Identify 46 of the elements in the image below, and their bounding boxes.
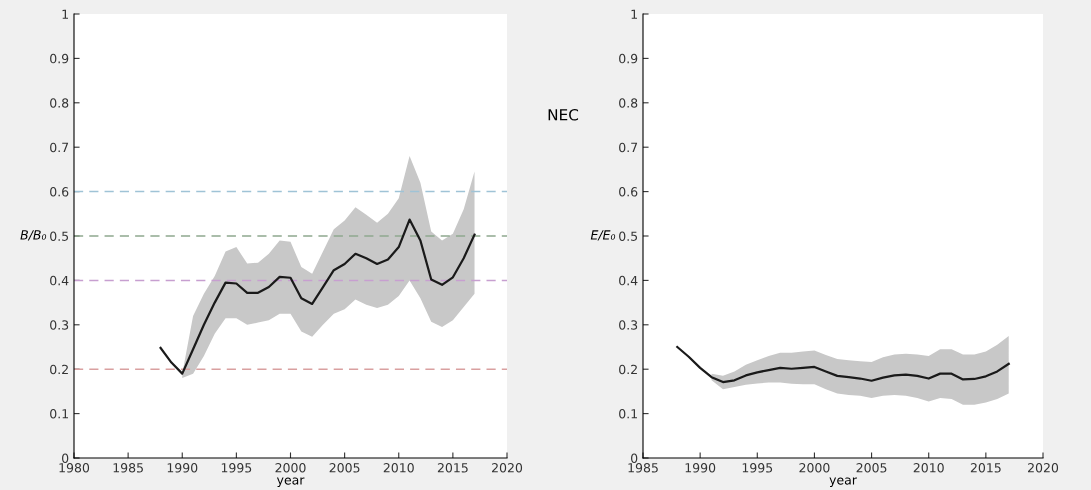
- y-tick-label: 0.3: [50, 320, 69, 330]
- y-tick-label: 1: [631, 9, 637, 19]
- y-tick-label: 0.8: [619, 98, 638, 108]
- x-axis-title: year: [276, 477, 305, 488]
- x-tick-label: 1985: [628, 463, 658, 473]
- x-tick-label: 2010: [913, 463, 944, 473]
- y-tick-label: 0.5: [50, 231, 69, 241]
- y-tick-label: 0.8: [50, 98, 69, 108]
- x-tick-label: 2000: [799, 463, 830, 473]
- y-tick-label: 0.9: [619, 53, 638, 64]
- line-series: [159, 218, 476, 375]
- y-tick-label: 0.7: [619, 142, 638, 153]
- y-tick-label: 0.4: [619, 275, 638, 286]
- x-tick-label: 1990: [167, 463, 198, 473]
- x-axis-title: year: [829, 477, 857, 488]
- line-series: [676, 345, 1010, 384]
- x-tick-label: 2015: [970, 463, 1001, 473]
- x-tick-label: 1995: [221, 463, 252, 473]
- x-tick-label: 2005: [856, 463, 887, 473]
- x-tick-label: 2010: [383, 463, 414, 473]
- x-tick-label: 2000: [275, 463, 306, 473]
- x-tick-label: 1995: [742, 463, 773, 473]
- y-axis-title: E/E₀: [590, 230, 616, 241]
- x-tick-label: 1990: [685, 463, 716, 473]
- x-tick-label: 1985: [113, 463, 143, 473]
- y-axis-title: B/B₀: [20, 230, 47, 241]
- y-tick-label: 0.6: [50, 187, 69, 197]
- text: NEC: [548, 109, 579, 121]
- y-tick-label: 0.1: [619, 409, 637, 419]
- y-tick-label: 1: [62, 9, 68, 19]
- x-tick-label: 2020: [1028, 463, 1059, 473]
- y-tick-label: 0.2: [619, 364, 637, 375]
- y-tick-label: 0.2: [50, 364, 68, 375]
- y-tick-label: 0: [62, 453, 69, 463]
- y-tick-label: 0: [631, 453, 638, 463]
- y-tick-label: 0.7: [50, 142, 69, 153]
- x-tick-label: 1980: [59, 463, 90, 473]
- y-tick-label: 0.4: [50, 275, 69, 286]
- y-tick-label: 0.6: [619, 187, 638, 197]
- y-tick-label: 0.9: [50, 53, 69, 64]
- x-tick-label: 2020: [492, 463, 523, 473]
- y-tick-label: 0.3: [619, 320, 638, 330]
- y-tick-label: 0.5: [619, 231, 638, 241]
- y-tick-label: 0.1: [50, 409, 68, 419]
- x-tick-label: 2015: [437, 463, 468, 473]
- x-tick-label: 2005: [329, 463, 360, 473]
